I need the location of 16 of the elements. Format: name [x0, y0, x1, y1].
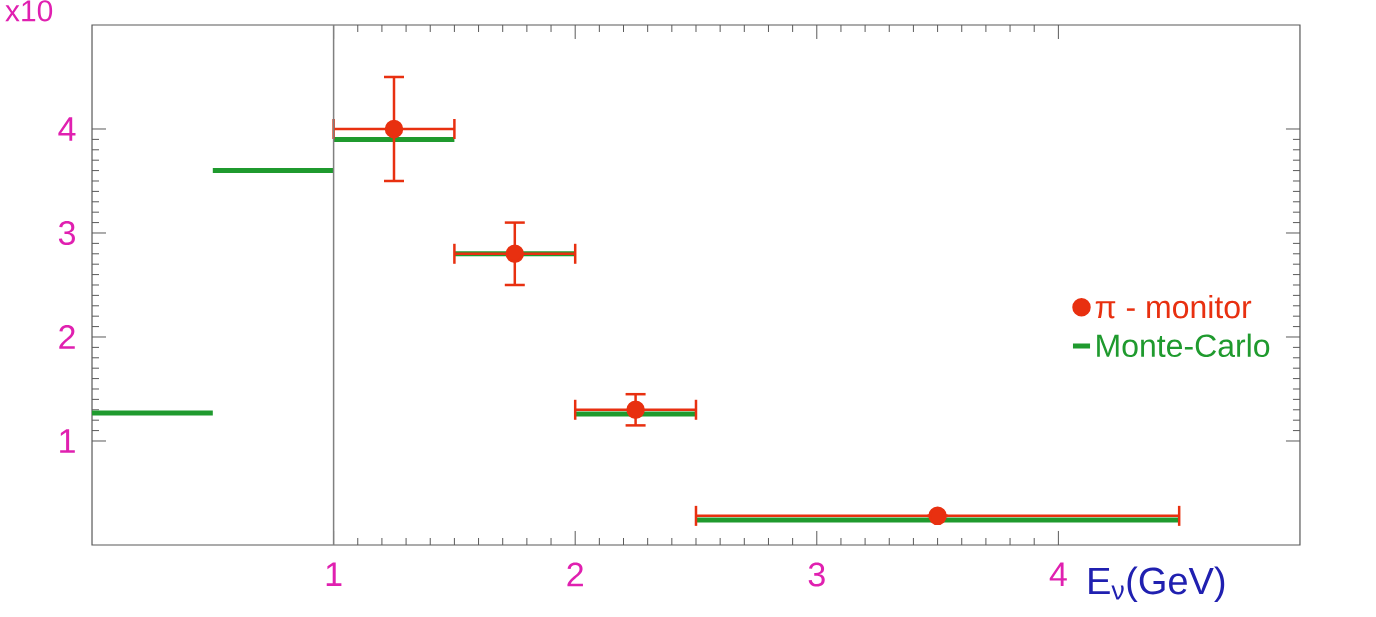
legend-label: Monte-Carlo [1097, 333, 1270, 358]
point [505, 244, 525, 264]
y-tick-label: 4 [58, 117, 76, 141]
x-axis-title: E$_{ν}$(GeV) [1089, 566, 1225, 602]
point [626, 400, 645, 420]
x-tick-label: 2 [567, 562, 583, 587]
point [384, 119, 404, 139]
x-tick-label: 4 [1049, 562, 1067, 586]
y-tick-label: 3 [58, 220, 75, 246]
legend-label: π - monitor [1095, 294, 1252, 319]
x-tick-label: 1 [326, 562, 342, 586]
text: x10 [5, 0, 53, 22]
x-tick-label: 3 [808, 562, 825, 587]
y-tick-label: 1 [60, 429, 75, 453]
point [928, 506, 947, 526]
y-tick-label: 2 [59, 325, 75, 349]
